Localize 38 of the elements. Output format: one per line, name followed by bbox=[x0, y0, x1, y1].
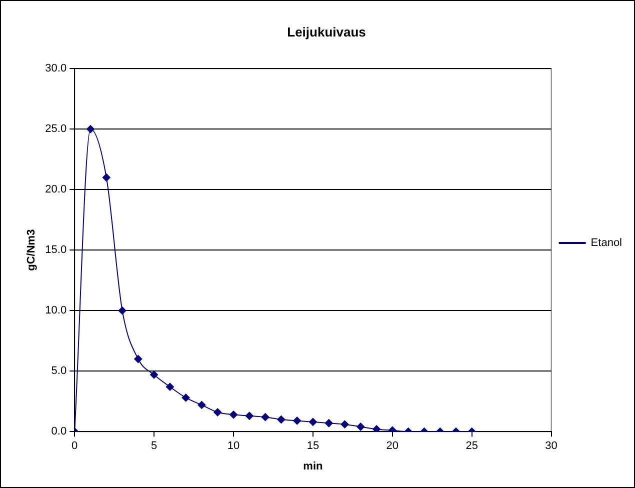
y-axis-title: gC/Nm3 bbox=[26, 229, 38, 271]
point bbox=[277, 416, 286, 424]
point bbox=[150, 370, 158, 379]
point bbox=[134, 355, 142, 363]
point bbox=[308, 418, 317, 426]
point bbox=[261, 413, 270, 422]
y-tick-label: 15.0 bbox=[45, 244, 67, 256]
y-tick-label: 20.0 bbox=[45, 184, 67, 196]
point bbox=[293, 416, 302, 425]
x-axis-title: min bbox=[303, 460, 324, 472]
chart-title: Leijukuivaus bbox=[287, 24, 366, 40]
legend-label: Etanol bbox=[590, 237, 622, 250]
point bbox=[182, 394, 190, 402]
point bbox=[118, 306, 126, 315]
point bbox=[214, 408, 222, 416]
x-tick-label: 25 bbox=[466, 440, 478, 452]
point bbox=[245, 412, 254, 420]
point bbox=[166, 382, 174, 391]
point bbox=[372, 425, 381, 432]
x-tick-label: 0 bbox=[72, 440, 78, 452]
point bbox=[388, 426, 396, 432]
point bbox=[340, 420, 349, 428]
x-tick-label: 20 bbox=[386, 440, 399, 452]
point bbox=[230, 410, 238, 419]
y-tick-label: 0.0 bbox=[51, 426, 67, 438]
y-tick-label: 25.0 bbox=[45, 123, 67, 136]
point bbox=[324, 419, 333, 428]
x-tick-label: 5 bbox=[150, 440, 158, 452]
x-tick-label: 15 bbox=[306, 440, 320, 452]
point bbox=[356, 422, 365, 431]
y-tick-label: 5.0 bbox=[51, 365, 67, 378]
x-tick-label: 10 bbox=[227, 440, 240, 452]
y-tick-label: 10.0 bbox=[45, 304, 67, 317]
point bbox=[86, 125, 94, 134]
x-tick-label: 30 bbox=[545, 440, 558, 452]
point bbox=[102, 174, 110, 182]
y-tick-label: 30.0 bbox=[45, 62, 67, 75]
point bbox=[198, 400, 206, 409]
